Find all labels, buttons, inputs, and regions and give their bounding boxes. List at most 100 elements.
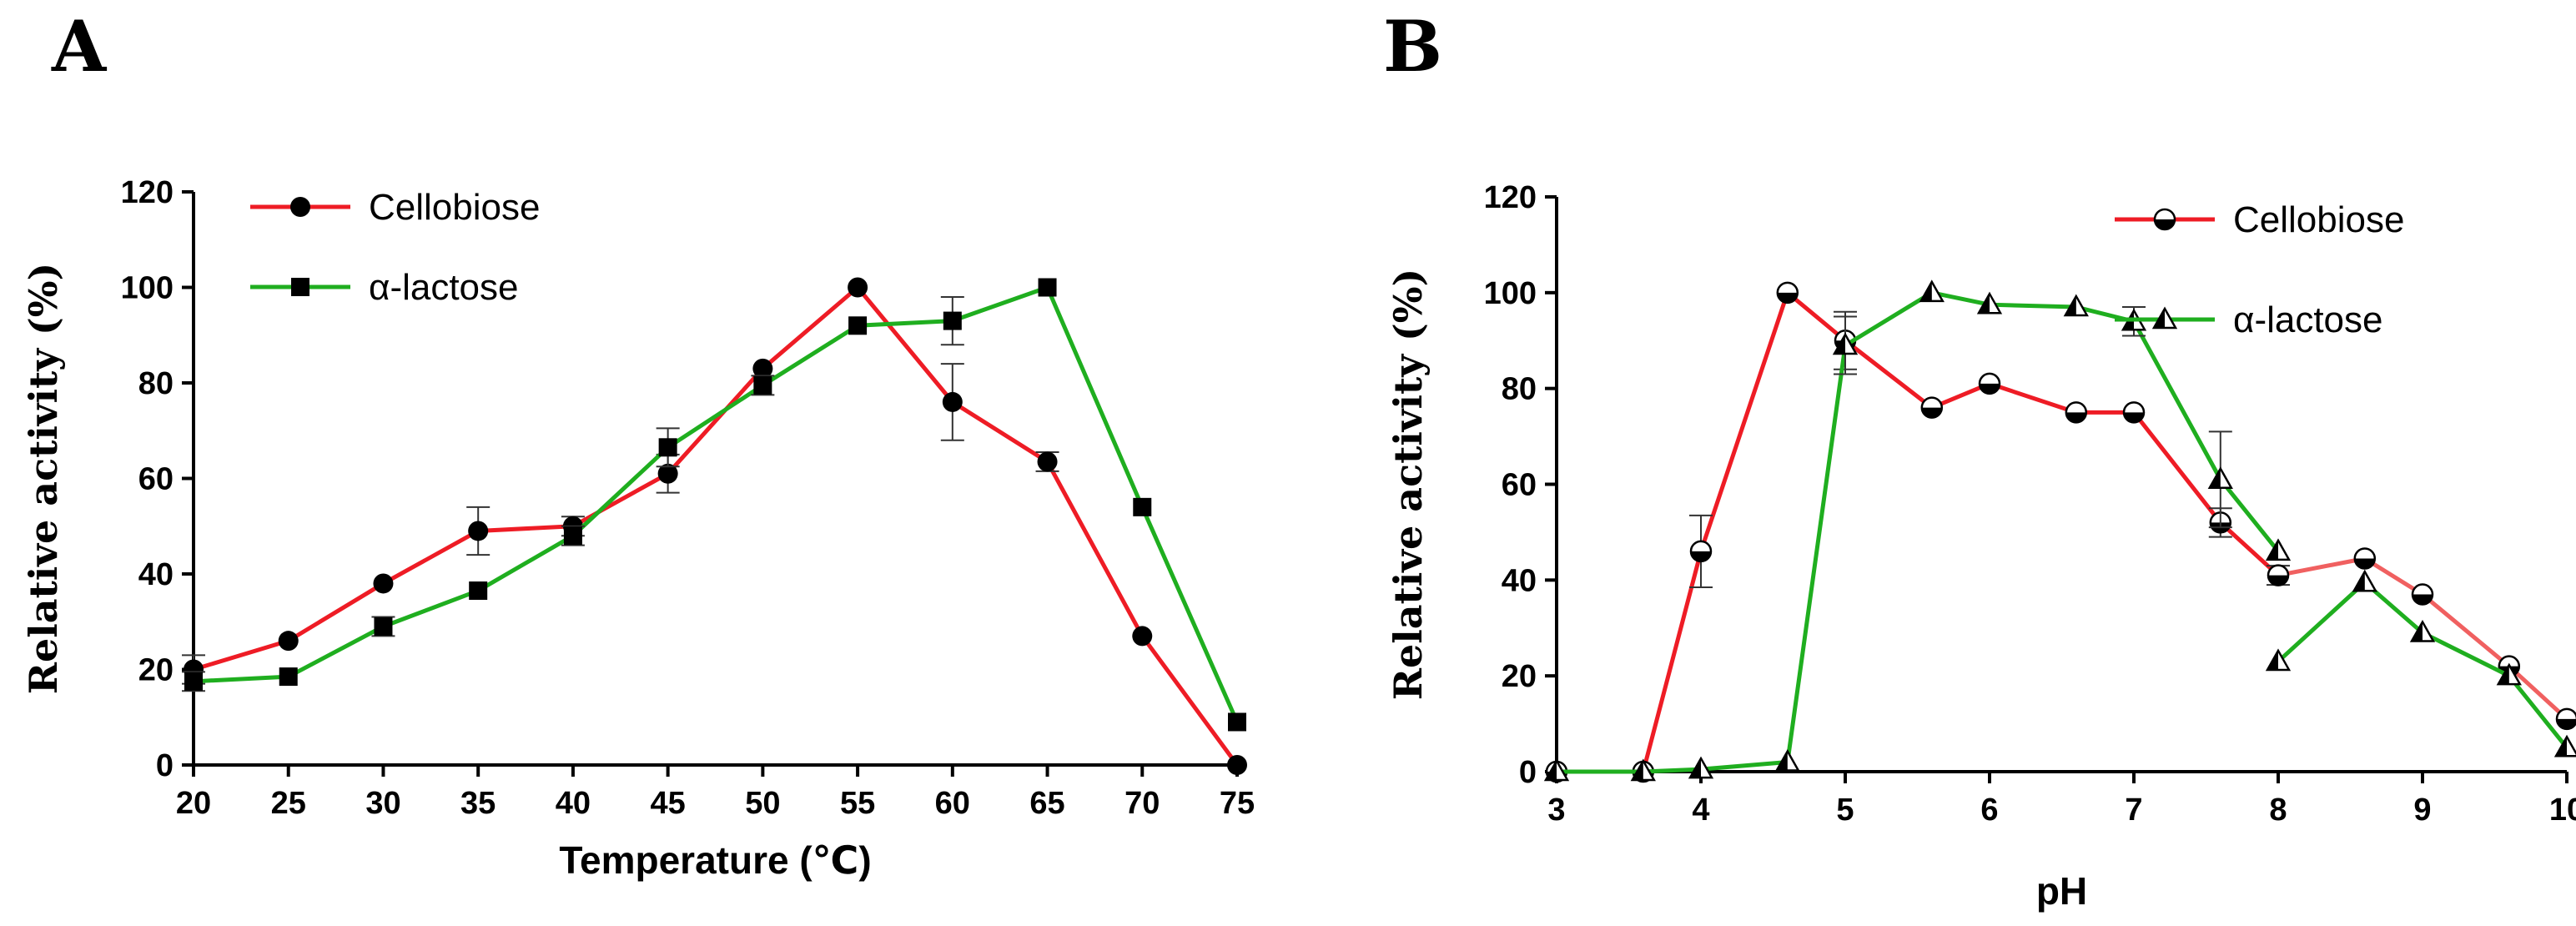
data-point: [2496, 662, 2522, 686]
y-tick-label: 0: [1519, 755, 1537, 790]
x-tick-label: 9: [2413, 793, 2431, 828]
y-tick-label: 80: [138, 366, 174, 401]
data-point: [469, 581, 488, 601]
chart-ph: 0 20 40 60 80 100 120 3 4 5 6 7 8 9 10 Relative activit…: [1386, 180, 2576, 913]
data-point: [1133, 497, 1152, 516]
y-tick-label: 120: [1484, 180, 1537, 215]
y-axis-label: Relative activity (%): [1386, 269, 1431, 700]
data-point: [1776, 281, 1799, 304]
data-point: [468, 521, 489, 541]
legend-item: α-lactose: [250, 267, 519, 308]
data-point: [2409, 619, 2436, 642]
data-point: [1038, 278, 1057, 297]
data-point: [1688, 756, 1714, 779]
y-tick-label: 20: [138, 653, 174, 688]
data-point: [753, 375, 772, 395]
data-point: [2555, 707, 2576, 731]
x-tick-label: 25: [271, 786, 306, 821]
y-tick-label: 100: [121, 271, 174, 306]
x-axis-label: pH: [2036, 869, 2087, 913]
data-point: [1919, 279, 1945, 303]
y-tick-label: 80: [1502, 372, 1537, 407]
data-point: [2265, 648, 2292, 672]
panel-label-a: A: [51, 5, 108, 88]
legend-label: α-lactose: [2233, 299, 2383, 340]
legend-label: Cellobiose: [2233, 199, 2404, 240]
x-tick-label: 55: [840, 786, 875, 821]
x-tick-label: 70: [1124, 786, 1160, 821]
data-point: [848, 277, 868, 298]
legend-marker: [2153, 208, 2176, 231]
data-point: [563, 526, 582, 546]
series-alpha-lactose: [182, 278, 1246, 732]
data-point: [2353, 547, 2377, 570]
data-point: [2265, 538, 2292, 561]
data-point: [1227, 755, 1247, 775]
x-tick-label: 35: [460, 786, 496, 821]
legend: Cellobiose α-lactose: [2115, 199, 2404, 340]
series-line: [193, 285, 1240, 723]
data-point: [1976, 291, 2003, 315]
data-point: [184, 672, 203, 691]
x-tick-label: 6: [1980, 793, 1998, 828]
y-tick-label: 0: [156, 748, 174, 783]
legend-item: Cellobiose: [2115, 199, 2404, 240]
x-tick-label: 3: [1547, 793, 1565, 828]
data-point: [848, 316, 868, 335]
data-point: [278, 631, 299, 652]
x-tick-label: 65: [1029, 786, 1064, 821]
panel-label-b: B: [1383, 5, 1442, 88]
x-tick-label: 20: [176, 786, 211, 821]
legend-label: Cellobiose: [369, 187, 540, 228]
x-tick-label: 4: [1692, 793, 1709, 828]
data-point: [658, 438, 677, 457]
data-point: [1774, 748, 1800, 772]
x-tick-label: 5: [1836, 793, 1854, 828]
series-line: [193, 285, 1240, 767]
data-point: [1978, 372, 2001, 395]
y-tick-label: 60: [1502, 468, 1537, 503]
data-point: [2352, 569, 2377, 592]
data-point: [942, 391, 963, 412]
x-tick-label: 10: [2549, 793, 2576, 828]
x-tick-label: 75: [1220, 786, 1255, 821]
data-point: [279, 667, 298, 687]
data-point: [1543, 758, 1570, 782]
data-point: [1920, 396, 1944, 419]
data-point: [1228, 712, 1246, 732]
y-tick-label: 40: [138, 557, 174, 592]
data-point: [1132, 626, 1153, 647]
y-tick-label: 60: [138, 462, 174, 497]
data-point: [1689, 540, 1713, 563]
data-point: [2207, 466, 2233, 490]
series-cellobiose: [182, 277, 1247, 775]
x-tick-label: 30: [365, 786, 400, 821]
data-point: [2122, 401, 2146, 424]
data-point: [374, 616, 393, 636]
series-line: [1557, 290, 2280, 774]
data-point: [1630, 758, 1656, 782]
x-tick-label: 60: [935, 786, 970, 821]
legend-marker: [290, 197, 310, 217]
x-axis-label: Temperature (℃): [559, 838, 871, 882]
data-point: [373, 573, 394, 594]
data-point: [752, 358, 773, 379]
data-point: [2065, 401, 2088, 424]
legend-item: α-lactose: [2115, 299, 2383, 340]
x-tick-label: 7: [2125, 793, 2142, 828]
series-line: [1557, 290, 2280, 774]
legend-item: Cellobiose: [250, 187, 540, 228]
x-tick-label: 40: [556, 786, 591, 821]
y-tick-label: 120: [121, 175, 174, 210]
legend: Cellobiose α-lactose: [250, 187, 540, 308]
y-tick-label: 20: [1502, 659, 1537, 694]
data-point: [2063, 294, 2089, 317]
y-tick-label: 100: [1484, 276, 1537, 311]
data-point: [2267, 564, 2290, 586]
x-tick-label: 45: [650, 786, 685, 821]
legend-marker: [2151, 306, 2178, 330]
legend-label: α-lactose: [369, 267, 519, 308]
data-point: [1832, 332, 1859, 355]
